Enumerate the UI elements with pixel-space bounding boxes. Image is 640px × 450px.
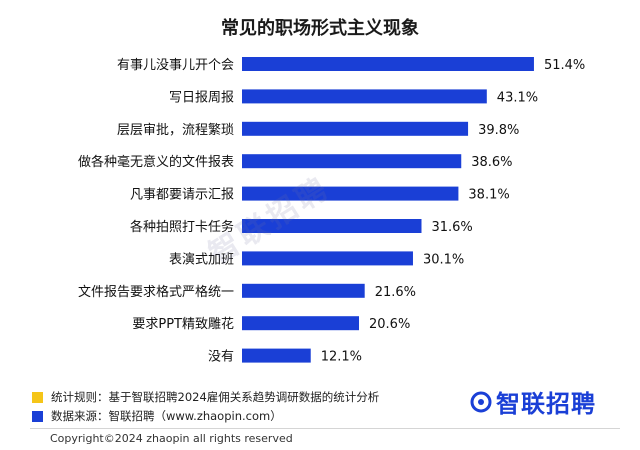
zhaopin-logo: 智联招聘 (470, 384, 596, 419)
yellow-square-icon (32, 391, 43, 403)
category-label: 写日报周报 (169, 90, 234, 105)
bar (242, 154, 462, 169)
value-label: 21.6% (375, 285, 416, 300)
stat-rule-note: 统计规则：基于智联招聘2024雇佣关系趋势调研数据的统计分析 (32, 389, 379, 405)
category-label: 各种拍照打卡任务 (130, 219, 234, 235)
value-label: 12.1% (321, 350, 362, 365)
bar (242, 219, 422, 233)
bar (242, 121, 469, 136)
category-label: 表演式加班 (169, 251, 234, 267)
value-label: 30.1% (423, 252, 464, 267)
brand-logo-text: 智联招聘 (496, 390, 596, 418)
bar (242, 57, 534, 71)
value-label: 51.4% (544, 58, 585, 73)
bar (242, 316, 360, 331)
bar-chart: 有事儿没事儿开个会 51.4% 写日报周报 43.1% 层层审批，流程繁琐 39.8% 做各… (78, 57, 585, 365)
category-label: 有事儿没事儿开个会 (117, 58, 234, 73)
category-label: 层层审批，流程繁琐 (117, 122, 234, 138)
bar (242, 251, 413, 266)
bar (242, 348, 311, 363)
data-source-note: 数据来源：智联招聘（www.zhaopin.com） (32, 408, 282, 424)
category-label: 要求PPT精致雕花 (132, 316, 234, 332)
category-label: 没有 (208, 350, 234, 365)
footer-divider (30, 428, 620, 429)
stat-rule-text: 统计规则：基于智联招聘2024雇佣关系趋势调研数据的统计分析 (51, 390, 380, 404)
value-label: 38.1% (468, 188, 509, 203)
chart-title: 常见的职场形式主义现象 (221, 18, 419, 39)
value-label: 43.1% (497, 90, 538, 105)
copyright-text: Copyright©2024 zhaopin all rights reserv… (50, 432, 293, 445)
category-label: 凡事都要请示汇报 (130, 188, 234, 203)
bar (242, 283, 365, 298)
data-source-text: 数据来源：智联招聘（www.zhaopin.com） (51, 409, 282, 423)
value-label: 39.8% (478, 123, 519, 138)
value-label: 20.6% (369, 317, 410, 332)
category-label: 做各种毫无意义的文件报表 (78, 154, 234, 170)
zhaopin-logo-icon (470, 391, 492, 412)
value-label: 31.6% (431, 220, 472, 235)
bar (242, 186, 459, 201)
bar (242, 89, 487, 104)
blue-square-icon (32, 410, 43, 422)
value-label: 38.6% (471, 155, 512, 170)
category-label: 文件报告要求格式严格统一 (78, 284, 234, 300)
